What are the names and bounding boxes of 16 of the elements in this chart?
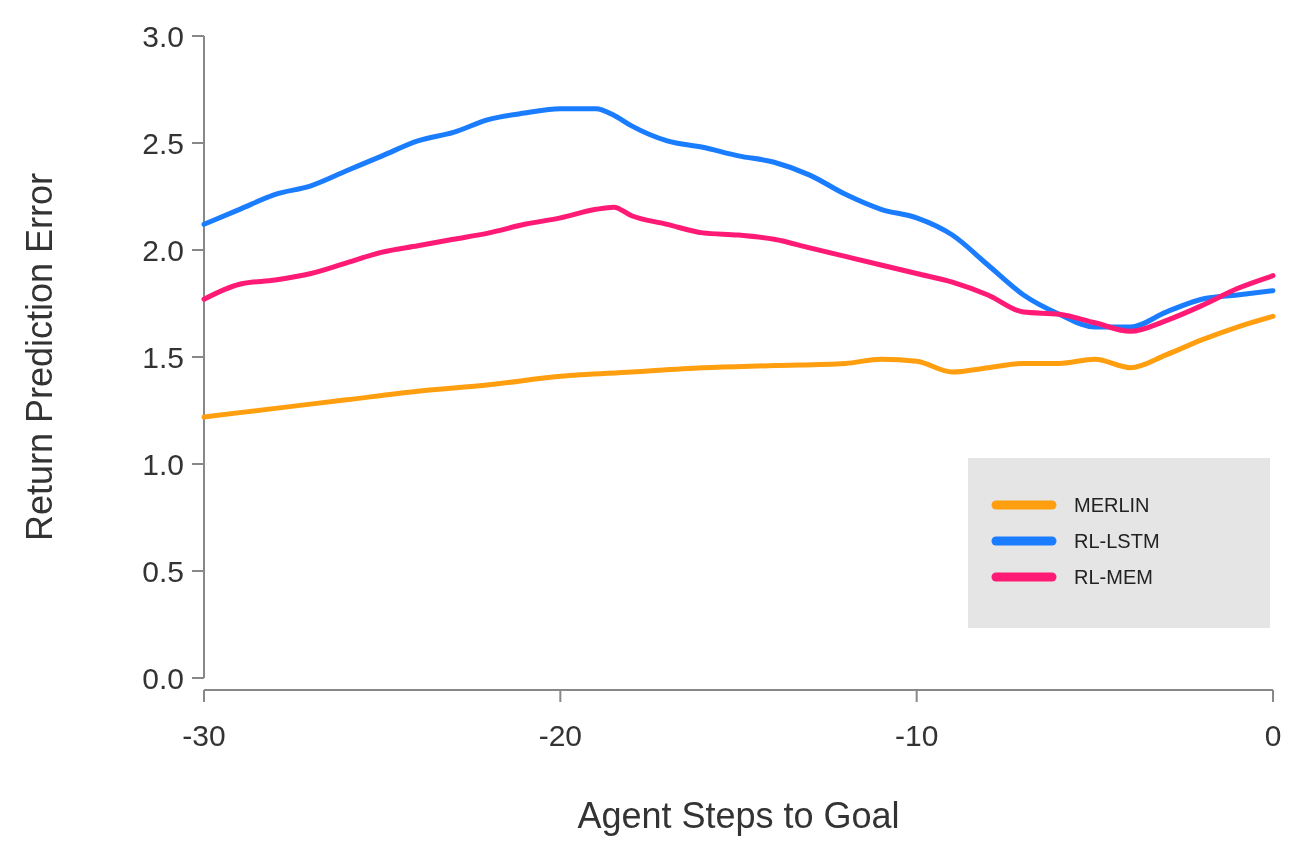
x-tick-label: 0	[1264, 719, 1282, 752]
legend-label: RL-MEM	[1074, 566, 1153, 588]
legend-label: RL-LSTM	[1074, 530, 1160, 552]
y-tick-label: 1.0	[142, 447, 184, 481]
x-tick-label: -30	[182, 719, 226, 752]
y-tick-label: 2.5	[142, 126, 184, 160]
y-tick-label: 0.5	[142, 554, 184, 588]
y-tick-label: 2.0	[142, 233, 184, 267]
x-axis-title: Agent Steps to Goal	[577, 795, 900, 836]
y-tick-label: 3.0	[142, 19, 184, 53]
x-tick-label: -20	[538, 719, 583, 752]
y-tick-label: 0.0	[142, 661, 184, 695]
legend-label: MERLIN	[1074, 494, 1150, 516]
y-tick-label: 1.5	[142, 340, 184, 374]
y-axis-title: Return Prediction Error	[19, 172, 60, 542]
x-tick-label: -10	[894, 719, 939, 752]
